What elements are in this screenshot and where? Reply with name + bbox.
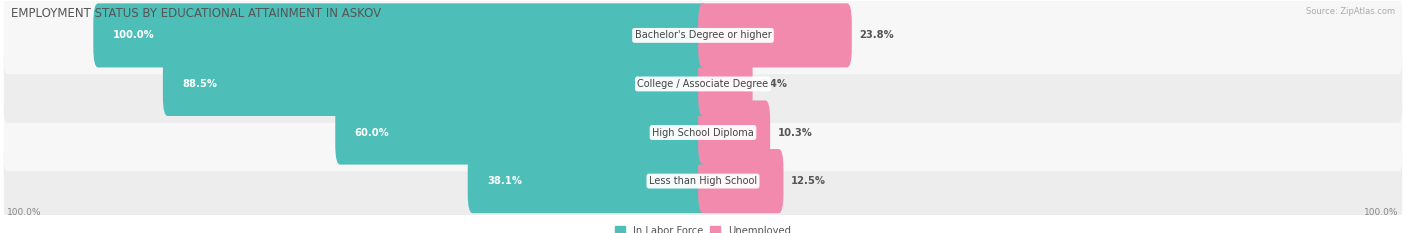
Text: 100.0%: 100.0% (112, 30, 155, 40)
Text: EMPLOYMENT STATUS BY EDUCATIONAL ATTAINMENT IN ASKOV: EMPLOYMENT STATUS BY EDUCATIONAL ATTAINM… (11, 7, 381, 20)
FancyBboxPatch shape (4, 45, 1402, 123)
Text: College / Associate Degree: College / Associate Degree (637, 79, 769, 89)
FancyBboxPatch shape (93, 3, 707, 67)
FancyBboxPatch shape (335, 100, 707, 164)
FancyBboxPatch shape (4, 0, 1402, 74)
Text: 12.5%: 12.5% (790, 176, 825, 186)
FancyBboxPatch shape (699, 100, 770, 164)
Text: 100.0%: 100.0% (7, 208, 42, 217)
Text: 7.4%: 7.4% (759, 79, 787, 89)
Text: 10.3%: 10.3% (778, 127, 813, 137)
Text: 60.0%: 60.0% (354, 127, 389, 137)
FancyBboxPatch shape (699, 149, 783, 213)
Text: Less than High School: Less than High School (650, 176, 756, 186)
Text: 38.1%: 38.1% (486, 176, 522, 186)
FancyBboxPatch shape (4, 142, 1402, 220)
FancyBboxPatch shape (468, 149, 707, 213)
Text: 100.0%: 100.0% (1364, 208, 1399, 217)
FancyBboxPatch shape (699, 3, 852, 67)
Text: Source: ZipAtlas.com: Source: ZipAtlas.com (1306, 7, 1395, 16)
Text: 23.8%: 23.8% (859, 30, 894, 40)
Text: High School Diploma: High School Diploma (652, 127, 754, 137)
Text: Bachelor's Degree or higher: Bachelor's Degree or higher (634, 30, 772, 40)
Legend: In Labor Force, Unemployed: In Labor Force, Unemployed (616, 226, 790, 233)
Text: 88.5%: 88.5% (183, 79, 218, 89)
FancyBboxPatch shape (699, 52, 752, 116)
FancyBboxPatch shape (163, 52, 707, 116)
FancyBboxPatch shape (4, 94, 1402, 171)
